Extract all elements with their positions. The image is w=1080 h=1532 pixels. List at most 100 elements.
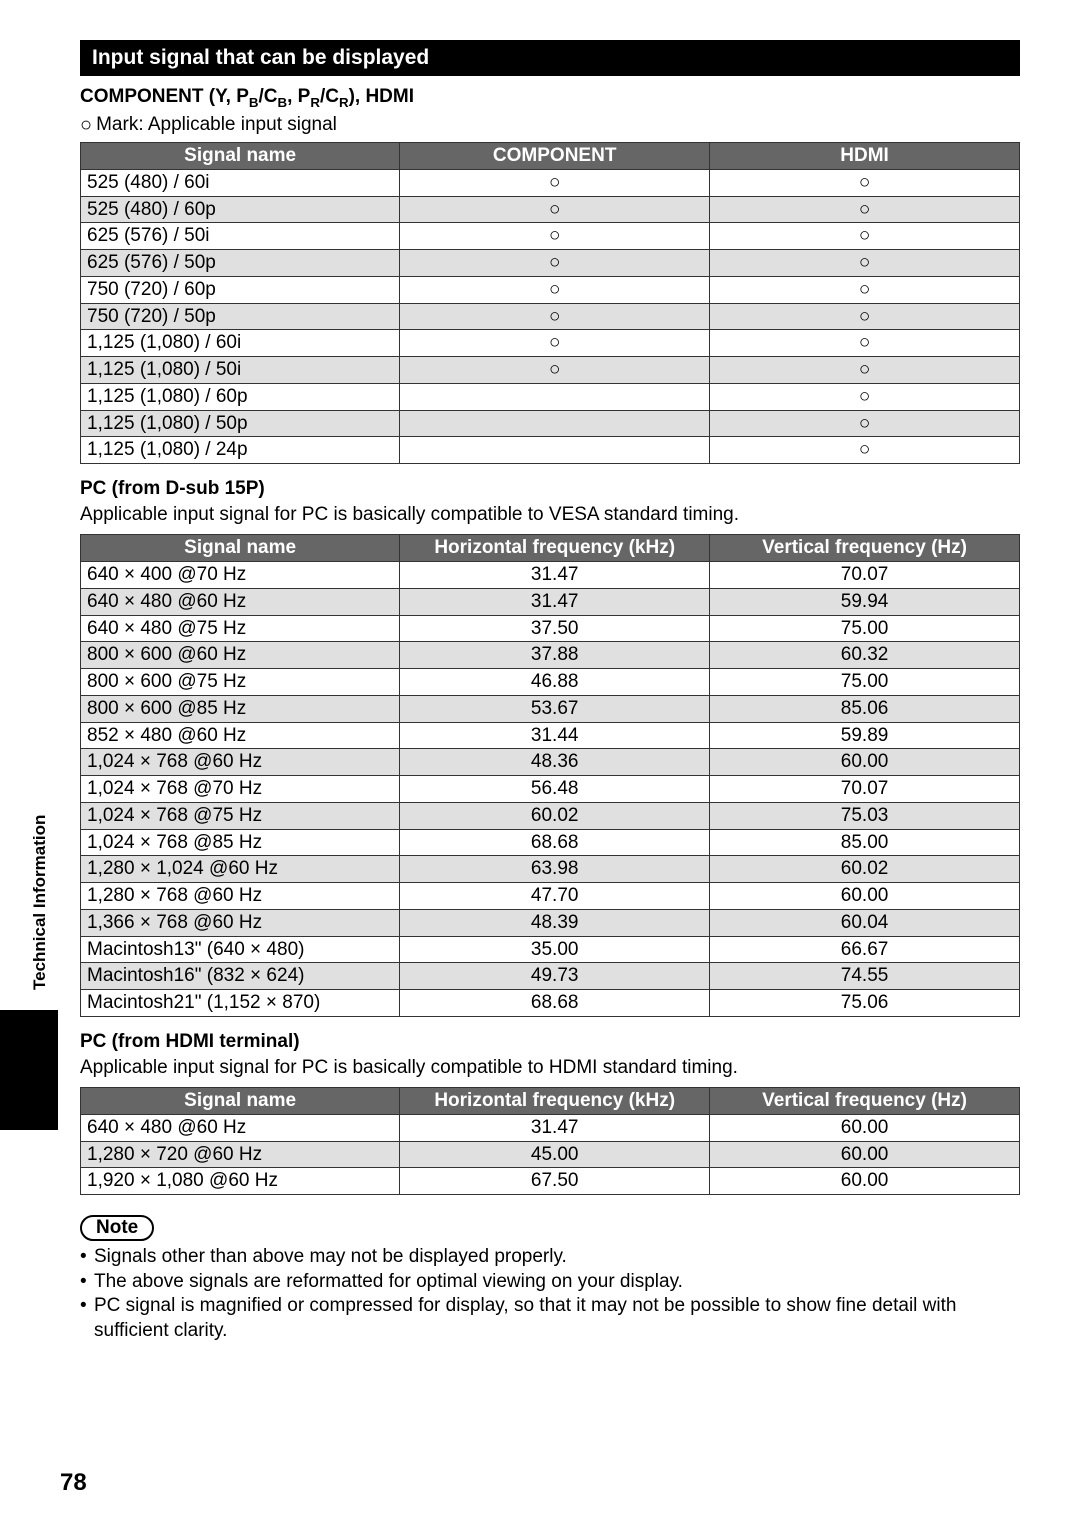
hdmi-cell: ○: [710, 383, 1020, 410]
signal-name-cell: 750 (720) / 50p: [81, 303, 400, 330]
signal-name-cell: 1,125 (1,080) / 60p: [81, 383, 400, 410]
table-pc-dsub: Signal nameHorizontal frequency (kHz)Ver…: [80, 534, 1020, 1017]
hfreq-cell: 68.68: [400, 990, 710, 1017]
hfreq-cell: 67.50: [400, 1168, 710, 1195]
note-pill: Note: [80, 1215, 154, 1241]
hfreq-cell: 31.44: [400, 722, 710, 749]
hdmi-cell: ○: [710, 223, 1020, 250]
signal-name-cell: 625 (576) / 50i: [81, 223, 400, 250]
table-header: Horizontal frequency (kHz): [400, 535, 710, 562]
table-row: 1,125 (1,080) / 60i○○: [81, 330, 1020, 357]
table-row: 1,125 (1,080) / 50p○: [81, 410, 1020, 437]
circle-mark-icon: ○: [80, 115, 92, 135]
signal-name-cell: 800 × 600 @75 Hz: [81, 669, 400, 696]
hdmi-cell: ○: [710, 169, 1020, 196]
table-row: Macintosh21" (1,152 × 870)68.6875.06: [81, 990, 1020, 1017]
signal-name-cell: 800 × 600 @60 Hz: [81, 642, 400, 669]
signal-name-cell: 1,920 × 1,080 @60 Hz: [81, 1168, 400, 1195]
component-cell: [400, 437, 710, 464]
vfreq-cell: 70.07: [710, 562, 1020, 589]
table-header: Horizontal frequency (kHz): [400, 1087, 710, 1114]
signal-name-cell: 852 × 480 @60 Hz: [81, 722, 400, 749]
signal-name-cell: 1,125 (1,080) / 60i: [81, 330, 400, 357]
table-row: 750 (720) / 60p○○: [81, 276, 1020, 303]
vfreq-cell: 60.04: [710, 909, 1020, 936]
table-row: 1,920 × 1,080 @60 Hz67.5060.00: [81, 1168, 1020, 1195]
table-row: Macintosh16" (832 × 624)49.7374.55: [81, 963, 1020, 990]
vfreq-cell: 70.07: [710, 776, 1020, 803]
hfreq-cell: 31.47: [400, 1114, 710, 1141]
table-pc-hdmi: Signal nameHorizontal frequency (kHz)Ver…: [80, 1087, 1020, 1195]
table-component-hdmi: Signal nameCOMPONENTHDMI525 (480) / 60i○…: [80, 142, 1020, 464]
hdmi-cell: ○: [710, 303, 1020, 330]
component-cell: ○: [400, 223, 710, 250]
signal-name-cell: 640 × 400 @70 Hz: [81, 562, 400, 589]
signal-name-cell: Macintosh16" (832 × 624): [81, 963, 400, 990]
table-header: HDMI: [710, 142, 1020, 169]
hdmi-cell: ○: [710, 410, 1020, 437]
mark-label: Mark: Applicable input signal: [96, 114, 337, 136]
hfreq-cell: 46.88: [400, 669, 710, 696]
component-cell: ○: [400, 330, 710, 357]
table-row: 1,024 × 768 @85 Hz68.6885.00: [81, 829, 1020, 856]
hdmi-cell: ○: [710, 330, 1020, 357]
component-cell: ○: [400, 303, 710, 330]
page-content: Input signal that can be displayed COMPO…: [0, 0, 1080, 1384]
table-row: 800 × 600 @60 Hz37.8860.32: [81, 642, 1020, 669]
signal-name-cell: Macintosh21" (1,152 × 870): [81, 990, 400, 1017]
vfreq-cell: 85.06: [710, 695, 1020, 722]
hdmi-cell: ○: [710, 196, 1020, 223]
table-header: Vertical frequency (Hz): [710, 535, 1020, 562]
hfreq-cell: 48.36: [400, 749, 710, 776]
component-cell: [400, 383, 710, 410]
vfreq-cell: 60.02: [710, 856, 1020, 883]
vfreq-cell: 75.03: [710, 802, 1020, 829]
table-row: 525 (480) / 60p○○: [81, 196, 1020, 223]
signal-name-cell: 1,024 × 768 @75 Hz: [81, 802, 400, 829]
hdmi-cell: ○: [710, 250, 1020, 277]
table-row: 800 × 600 @75 Hz46.8875.00: [81, 669, 1020, 696]
signal-name-cell: Macintosh13" (640 × 480): [81, 936, 400, 963]
signal-name-cell: 1,024 × 768 @85 Hz: [81, 829, 400, 856]
signal-name-cell: 525 (480) / 60i: [81, 169, 400, 196]
notes-list: Signals other than above may not be disp…: [80, 1245, 1020, 1344]
table-header: Signal name: [81, 535, 400, 562]
component-cell: ○: [400, 169, 710, 196]
table-row: 640 × 400 @70 Hz31.4770.07: [81, 562, 1020, 589]
vfreq-cell: 59.94: [710, 588, 1020, 615]
vfreq-cell: 60.00: [710, 749, 1020, 776]
hfreq-cell: 47.70: [400, 883, 710, 910]
component-cell: ○: [400, 276, 710, 303]
signal-name-cell: 1,125 (1,080) / 50i: [81, 357, 400, 384]
table-row: 640 × 480 @75 Hz37.5075.00: [81, 615, 1020, 642]
hfreq-cell: 31.47: [400, 562, 710, 589]
vfreq-cell: 60.32: [710, 642, 1020, 669]
signal-name-cell: 1,366 × 768 @60 Hz: [81, 909, 400, 936]
note-item: Signals other than above may not be disp…: [80, 1245, 1020, 1270]
vfreq-cell: 59.89: [710, 722, 1020, 749]
hfreq-cell: 63.98: [400, 856, 710, 883]
hfreq-cell: 35.00: [400, 936, 710, 963]
hdmi-cell: ○: [710, 357, 1020, 384]
page-number: 78: [60, 1469, 87, 1497]
note-item: The above signals are reformatted for op…: [80, 1270, 1020, 1295]
pc-hdmi-subtext: Applicable input signal for PC is basica…: [80, 1057, 1020, 1079]
hfreq-cell: 68.68: [400, 829, 710, 856]
table-row: 1,280 × 1,024 @60 Hz63.9860.02: [81, 856, 1020, 883]
table-row: Macintosh13" (640 × 480)35.0066.67: [81, 936, 1020, 963]
table-row: 525 (480) / 60i○○: [81, 169, 1020, 196]
vfreq-cell: 60.00: [710, 1168, 1020, 1195]
table-header: Vertical frequency (Hz): [710, 1087, 1020, 1114]
table-row: 1,125 (1,080) / 50i○○: [81, 357, 1020, 384]
table-header: Signal name: [81, 142, 400, 169]
signal-name-cell: 1,024 × 768 @70 Hz: [81, 776, 400, 803]
signal-name-cell: 525 (480) / 60p: [81, 196, 400, 223]
table-row: 625 (576) / 50p○○: [81, 250, 1020, 277]
signal-name-cell: 1,024 × 768 @60 Hz: [81, 749, 400, 776]
component-cell: [400, 410, 710, 437]
hfreq-cell: 56.48: [400, 776, 710, 803]
hfreq-cell: 31.47: [400, 588, 710, 615]
vfreq-cell: 60.00: [710, 1114, 1020, 1141]
component-cell: ○: [400, 357, 710, 384]
hfreq-cell: 48.39: [400, 909, 710, 936]
